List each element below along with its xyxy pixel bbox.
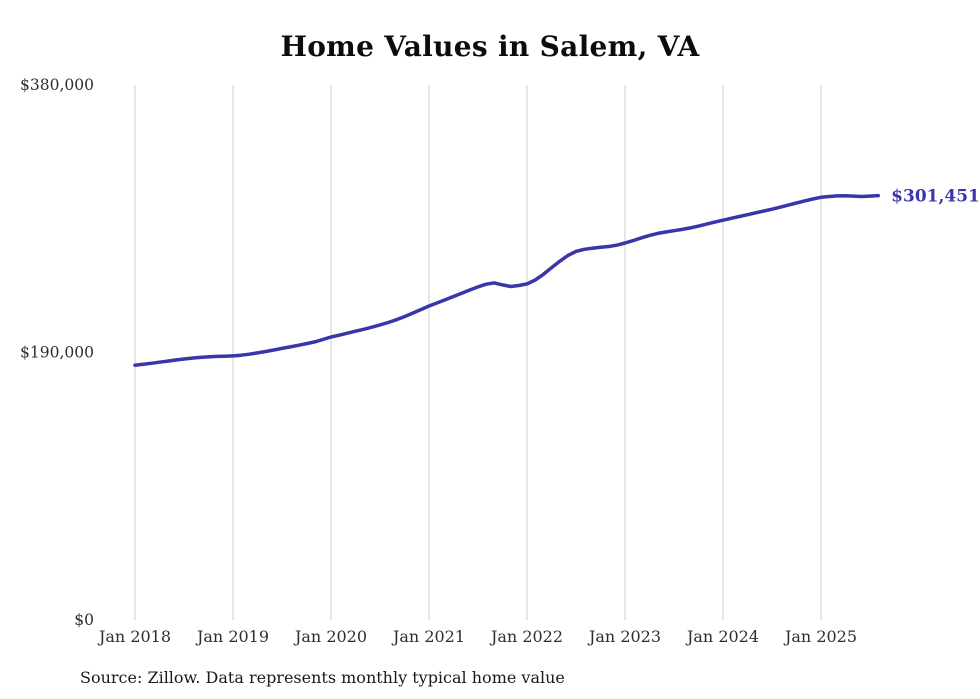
chart-title: Home Values in Salem, VA [280, 30, 700, 63]
home-value-series-line [133, 193, 880, 367]
y-tick-label: $380,000 [20, 76, 94, 94]
x-tick-label: Jan 2021 [391, 627, 465, 646]
y-tick-label: $0 [74, 611, 94, 629]
x-tick-label: Jan 2019 [195, 627, 269, 646]
x-tick-label: Jan 2023 [587, 627, 661, 646]
x-tick-label: Jan 2024 [685, 627, 759, 646]
x-tick-label: Jan 2018 [97, 627, 171, 646]
x-tick-label: Jan 2022 [489, 627, 563, 646]
y-tick-label: $190,000 [20, 344, 94, 362]
x-tick-label: Jan 2020 [293, 627, 367, 646]
source-note: Source: Zillow. Data represents monthly … [80, 668, 565, 687]
end-value-label: $301,451 [891, 187, 980, 207]
x-tick-label: Jan 2025 [783, 627, 857, 646]
